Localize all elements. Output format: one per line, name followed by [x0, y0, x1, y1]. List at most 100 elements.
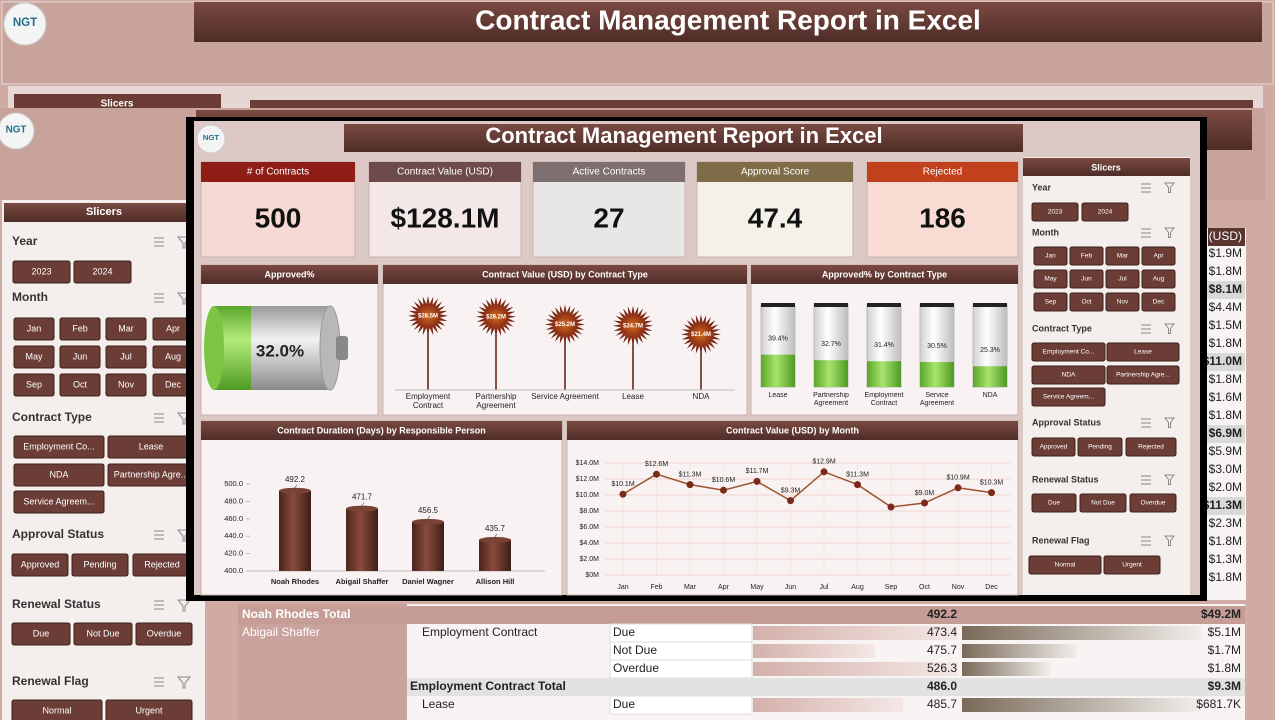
slicer-item[interactable]: Oct [73, 379, 88, 389]
slicer-button[interactable] [73, 260, 132, 284]
slicer-item[interactable]: Apr [1153, 253, 1164, 260]
slicer-item[interactable]: Normal [1055, 562, 1077, 569]
slicer-button[interactable] [135, 622, 193, 646]
slicer-item[interactable]: NDA [1062, 372, 1076, 379]
slicer-button[interactable] [13, 490, 105, 514]
slicer-item[interactable]: 2024 [1098, 209, 1113, 216]
slicer-button[interactable] [1069, 269, 1104, 289]
slicer-item[interactable]: Urgent [1122, 562, 1142, 569]
slicer-button[interactable] [11, 553, 69, 577]
slicer-button[interactable] [1033, 269, 1068, 289]
slicer-item[interactable]: Lease [139, 441, 164, 451]
slicer-button[interactable] [12, 260, 71, 284]
slicer-item[interactable]: Dec [1153, 299, 1165, 306]
slicer-button[interactable] [1105, 292, 1140, 312]
slicer-button[interactable] [1106, 342, 1180, 362]
slicer-item[interactable]: Normal [42, 705, 71, 715]
slicer-item[interactable]: Overdue [147, 628, 182, 638]
slicer-item[interactable]: Jun [73, 351, 88, 361]
slicer-item[interactable]: Nov [118, 379, 135, 389]
slicer-button[interactable] [1031, 493, 1077, 513]
slicer-button[interactable] [1141, 292, 1176, 312]
slicer-button[interactable] [1077, 437, 1123, 457]
slicer-button[interactable] [1031, 365, 1106, 385]
slicer-item[interactable]: Aug [165, 351, 181, 361]
slicer-item[interactable]: 2024 [92, 266, 112, 276]
slicer-item[interactable]: Pending [83, 559, 116, 569]
slicer-item[interactable]: Pending [1088, 444, 1112, 451]
slicer-item[interactable]: Approved [21, 559, 60, 569]
slicer-item[interactable]: Not Due [86, 628, 119, 638]
slicer-button[interactable] [11, 699, 103, 720]
slicer-button[interactable] [105, 373, 147, 397]
slicer-item[interactable]: Rejected [144, 559, 180, 569]
slicer-button[interactable] [1033, 292, 1068, 312]
slicer-item[interactable]: Dec [165, 379, 182, 389]
slicer-item[interactable]: Rejected [1138, 444, 1164, 451]
slicer-button[interactable] [13, 435, 105, 459]
slicer-button[interactable] [59, 373, 101, 397]
slicer-item[interactable]: Approved [1040, 444, 1068, 451]
slicer-item[interactable]: Sep [1045, 299, 1057, 306]
slicer-button[interactable] [1141, 269, 1176, 289]
slicer-item[interactable]: Jun [1081, 276, 1092, 283]
slicer-button[interactable] [59, 345, 101, 369]
slicer-button[interactable] [1031, 342, 1106, 362]
slicer-button[interactable] [59, 317, 101, 341]
slicer-button[interactable] [13, 373, 55, 397]
slicer-button[interactable] [105, 699, 193, 720]
slicer-button[interactable] [1031, 202, 1079, 222]
slicer-item[interactable]: Oct [1081, 299, 1091, 306]
slicer-item[interactable]: Service Agreem... [1043, 394, 1094, 401]
slicer-button[interactable] [1106, 365, 1180, 385]
slicer-button[interactable] [1069, 246, 1104, 266]
slicer-item[interactable]: Mar [1117, 253, 1129, 260]
slicer-item[interactable]: Jul [120, 351, 132, 361]
slicer-item[interactable]: Jan [1045, 253, 1056, 260]
slicer-item[interactable]: May [25, 351, 43, 361]
slicer-button[interactable] [1081, 202, 1129, 222]
slicer-item[interactable]: Apr [166, 323, 180, 333]
slicer-button[interactable] [1079, 493, 1127, 513]
slicer-item[interactable]: NDA [49, 469, 68, 479]
slicer-button[interactable] [105, 345, 147, 369]
slicer-button[interactable] [105, 317, 147, 341]
slicer-button[interactable] [13, 345, 55, 369]
slicer-item[interactable]: Feb [72, 323, 88, 333]
slicer-item[interactable]: Employment Co... [1043, 349, 1095, 356]
slicer-item[interactable]: Due [33, 628, 50, 638]
slicer-item[interactable]: Feb [1081, 253, 1093, 260]
slicer-item[interactable]: Mar [118, 323, 134, 333]
slicer-button[interactable] [1103, 555, 1161, 575]
slicer-item[interactable]: May [1044, 276, 1057, 283]
slicer-item[interactable]: 2023 [1048, 209, 1063, 216]
slicer-item[interactable]: Due [1048, 500, 1060, 507]
slicer-item[interactable]: 2023 [31, 266, 51, 276]
slicer-button[interactable] [71, 553, 129, 577]
slicer-button[interactable] [1141, 246, 1176, 266]
slicer-button[interactable] [13, 317, 55, 341]
slicer-button[interactable] [1105, 246, 1140, 266]
slicer-button[interactable] [1031, 437, 1076, 457]
slicer-item[interactable]: Jan [27, 323, 42, 333]
slicer-button[interactable] [1031, 387, 1106, 407]
slicer-item[interactable]: Urgent [135, 705, 163, 715]
slicer-item[interactable]: Jul [1118, 276, 1127, 283]
slicer-item[interactable]: Aug [1153, 276, 1165, 283]
slicer-button[interactable] [13, 463, 105, 487]
slicer-button[interactable] [73, 622, 133, 646]
slicer-button[interactable] [1105, 269, 1140, 289]
slicer-button[interactable] [1069, 292, 1104, 312]
slicer-button[interactable] [1125, 437, 1177, 457]
slicer-item[interactable]: Nov [1117, 299, 1129, 306]
slicer-button[interactable] [1028, 555, 1102, 575]
slicer-button[interactable] [1129, 493, 1177, 513]
slicer-item[interactable]: Partnership Agre... [1116, 372, 1170, 379]
slicer-button[interactable] [1033, 246, 1068, 266]
slicer-button[interactable] [11, 622, 71, 646]
slicer-item[interactable]: Not Due [1091, 500, 1115, 507]
slicer-item[interactable]: Partnership Agre... [114, 469, 189, 479]
slicer-item[interactable]: Sep [26, 379, 42, 389]
slicer-item[interactable]: Lease [1134, 349, 1152, 356]
slicer-item[interactable]: Service Agreem... [23, 496, 94, 506]
